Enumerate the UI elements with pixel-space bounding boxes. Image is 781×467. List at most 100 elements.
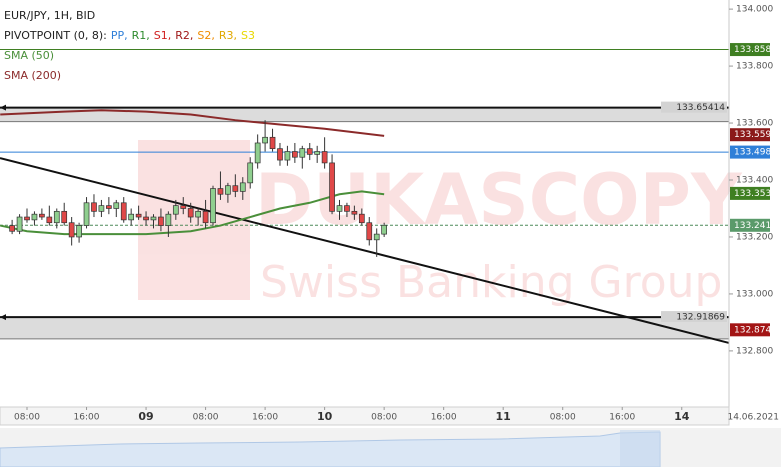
candle-body [16,216,23,232]
candle-body [76,225,82,238]
candle-body [306,148,313,155]
pivot-item: S2, [197,29,214,42]
candle-body [68,222,75,238]
candle-body [187,208,194,218]
candle-body [31,213,38,221]
candle-body [262,136,268,144]
candle-body [24,216,30,221]
watermark: DUKASCOPY Swiss Banking Group [138,140,743,308]
price-label-box [730,128,770,142]
price-label: 133.498 [734,148,771,158]
watermark-logo [138,140,250,300]
price-label-box [730,145,770,159]
price-label: 133.353 [734,189,771,199]
price-label: 133.559 [734,130,771,140]
candle-body [329,162,335,212]
trend-line [0,157,730,344]
x-tick-label: 08:00 [14,413,40,423]
candle-body [9,225,15,232]
price-label: 132.874 [734,325,771,335]
plot: 133.65414 132.91869 [0,49,730,344]
candle-body [165,213,172,226]
candle-body [269,136,276,150]
candle-body [292,151,298,158]
candle-body [113,202,120,209]
candle-body [284,151,291,161]
y-tick-label: 133.400 [736,176,773,186]
candle-body [314,151,321,155]
legend: EUR/JPY, 1H, BID PIVOTPOINT (0, 8): PP, R1,… [4,9,255,82]
candle-body [351,210,358,215]
candle-body [83,202,90,226]
candle-body [61,210,68,224]
time-axis [0,406,730,426]
legend-entry: SMA (200) [4,69,61,82]
price-label-box [730,323,770,337]
candle-body [225,185,231,195]
candle-body [195,210,201,218]
candle-body [247,162,254,184]
price-label: 133.858 [734,45,771,55]
x-tick-label: 10 [317,410,333,423]
pivot-legend: PIVOTPOINT (0, 8): PP, R1, S1, R2, S2, R3, S3 [4,29,255,42]
price-label-box [730,186,770,200]
price-label-box [730,43,770,57]
x-tick-label: 16:00 [74,413,100,423]
pivot-item: S1, [154,29,171,42]
candle-body [254,142,261,164]
band [0,107,729,122]
sma-line [0,109,385,137]
y-tick-label: 133.800 [736,62,773,72]
candle-body [358,213,365,224]
candle-body [150,216,157,221]
y-tick-label: 133.600 [736,119,773,129]
candle-body [172,205,179,215]
candle-body [158,216,164,226]
pivot-item: PP, [111,29,128,42]
x-tick-label: 16:00 [431,413,457,423]
x-tick-label: 16:00 [609,413,635,423]
x-tick-label: 16:00 [252,413,278,423]
date-label: 14.06.2021 [727,413,779,423]
y-tick-label: 134.000 [736,5,773,15]
x-tick-label: 09 [138,410,153,423]
candle-body [180,205,187,209]
navigator-window [620,430,660,467]
candle-body [277,148,283,161]
band-label: 132.91869 [676,313,725,323]
candle-body [232,185,239,192]
band-label-bg [661,101,727,113]
candle-body [106,205,112,209]
candle-body [373,233,380,241]
candle-body [39,213,45,218]
legend-title: EUR/JPY, 1H, BID [4,9,95,22]
band [0,317,729,339]
y-tick-label: 132.800 [736,346,773,356]
candle-body [46,216,53,224]
band-label: 133.65414 [676,103,725,113]
x-tick-label: 08:00 [193,413,219,423]
pivot-item: S3 [241,29,255,42]
pivot-item: R1, [132,29,150,42]
pivot-item: R2, [175,29,193,42]
candle-body [336,205,343,212]
watermark-text: DUKASCOPY [255,159,743,241]
x-tick-label: 11 [496,410,511,423]
price-label-box [730,218,770,232]
candle-body [299,148,306,158]
candle-body [128,213,135,221]
x-tick-label: 08:00 [371,413,397,423]
candle-body [202,210,209,224]
candle-body [53,210,60,224]
candle-body [239,182,246,192]
candle-body [120,202,127,221]
candle-body [381,224,387,235]
band-label-bg [661,311,727,323]
legend-entry: SMA (50) [4,49,54,62]
candle-body [321,151,328,164]
candle-body [366,222,373,241]
candle-body [98,205,105,212]
price-label: 133.241 [734,221,771,231]
x-tick-label: 08:00 [550,413,576,423]
candle-body [344,205,350,212]
